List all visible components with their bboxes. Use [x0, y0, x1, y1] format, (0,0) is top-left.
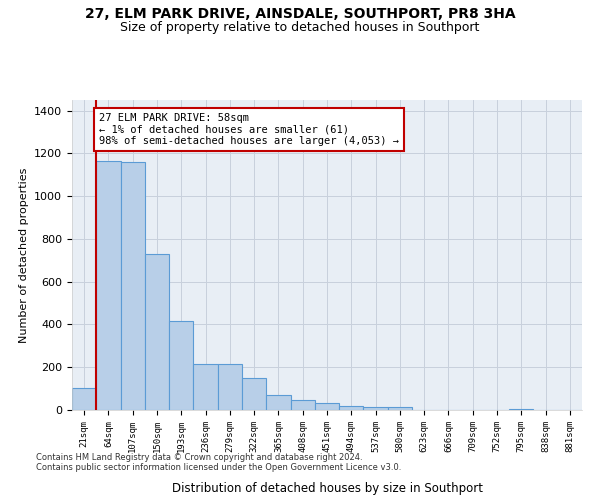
- Bar: [339, 406, 364, 410]
- Bar: [193, 364, 218, 410]
- Bar: [315, 403, 339, 410]
- Bar: [169, 322, 193, 410]
- Bar: [72, 388, 96, 410]
- Bar: [364, 406, 388, 410]
- Bar: [218, 364, 242, 410]
- Bar: [290, 400, 315, 410]
- Bar: [96, 161, 121, 410]
- Bar: [266, 395, 290, 410]
- Text: 27 ELM PARK DRIVE: 58sqm
← 1% of detached houses are smaller (61)
98% of semi-de: 27 ELM PARK DRIVE: 58sqm ← 1% of detache…: [99, 113, 399, 146]
- Text: Distribution of detached houses by size in Southport: Distribution of detached houses by size …: [172, 482, 482, 495]
- Y-axis label: Number of detached properties: Number of detached properties: [19, 168, 29, 342]
- Bar: [145, 254, 169, 410]
- Bar: [509, 409, 533, 410]
- Text: Size of property relative to detached houses in Southport: Size of property relative to detached ho…: [121, 21, 479, 34]
- Bar: [121, 162, 145, 410]
- Bar: [388, 407, 412, 410]
- Text: Contains HM Land Registry data © Crown copyright and database right 2024.
Contai: Contains HM Land Registry data © Crown c…: [36, 453, 401, 472]
- Text: 27, ELM PARK DRIVE, AINSDALE, SOUTHPORT, PR8 3HA: 27, ELM PARK DRIVE, AINSDALE, SOUTHPORT,…: [85, 8, 515, 22]
- Bar: [242, 378, 266, 410]
